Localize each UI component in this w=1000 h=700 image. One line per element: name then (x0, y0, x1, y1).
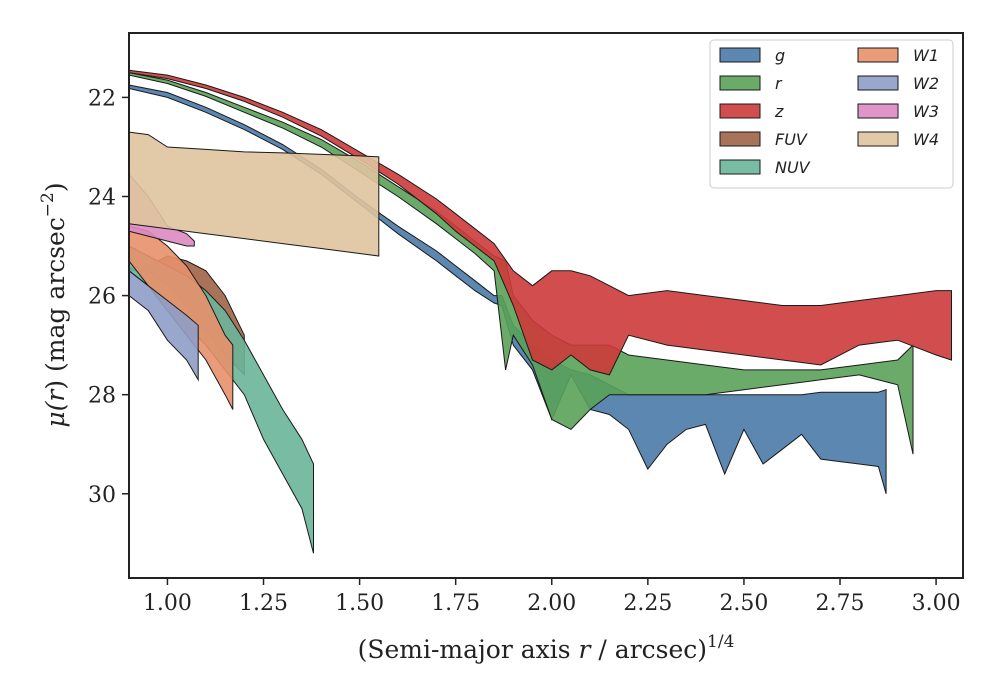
legend-swatch-nuv (719, 159, 761, 175)
legend-swatch-z (719, 103, 761, 119)
x-tick-label: 2.00 (527, 591, 576, 616)
legend-label-r: r (775, 74, 783, 93)
band-z (128, 69, 952, 376)
plot-frame (128, 32, 964, 579)
y-tick-label: 30 (88, 483, 116, 508)
x-tick-label: 3.00 (912, 591, 961, 616)
x-tick-label: 2.25 (623, 591, 672, 616)
band-w2 (128, 269, 199, 382)
legend-swatch-g (719, 47, 761, 63)
plot-areas (128, 69, 952, 554)
legend-label-g: g (775, 46, 785, 65)
legend-label-w1: W1 (913, 46, 939, 65)
x-tick-label: 2.75 (816, 591, 865, 616)
x-axis-label: (Semi-major axis r / arcsec)1/4 (358, 632, 735, 664)
legend-label-z: z (774, 102, 784, 121)
legend-swatch-r (719, 75, 761, 91)
legend: grz FUV NUV W1 W2 W3 W4 (709, 39, 954, 189)
legend-swatch-w1 (857, 47, 899, 63)
y-tick-label: 24 (88, 186, 116, 211)
x-tick-label: 1.00 (143, 591, 192, 616)
y-tick-label: 22 (88, 86, 116, 111)
legend-swatch-w2 (857, 75, 899, 91)
y-tick-label: 26 (88, 285, 116, 310)
legend-label-nuv: NUV (775, 158, 811, 177)
x-tick-label: 2.50 (719, 591, 768, 616)
y-axis: 22 24 26 28 30 (88, 86, 129, 508)
legend-label-w4: W4 (913, 130, 939, 149)
legend-label-fuv: FUV (775, 130, 808, 149)
y-tick-label: 28 (88, 384, 116, 409)
band-w4 (128, 131, 380, 257)
x-tick-label: 1.25 (239, 591, 288, 616)
x-tick-label: 1.50 (335, 591, 384, 616)
legend-swatch-w3 (857, 103, 899, 119)
x-axis: 1.00 1.25 1.50 1.75 2.00 2.25 2.50 2.75 3.00 (143, 578, 961, 616)
legend-swatch-fuv (719, 131, 761, 147)
legend-label-w2: W2 (913, 74, 939, 93)
x-tick-label: 1.75 (431, 591, 480, 616)
legend-label-w3: W3 (913, 102, 939, 121)
y-axis-label: μ(r) (mag arcsec−2) (38, 182, 70, 427)
legend-swatch-w4 (857, 131, 899, 147)
